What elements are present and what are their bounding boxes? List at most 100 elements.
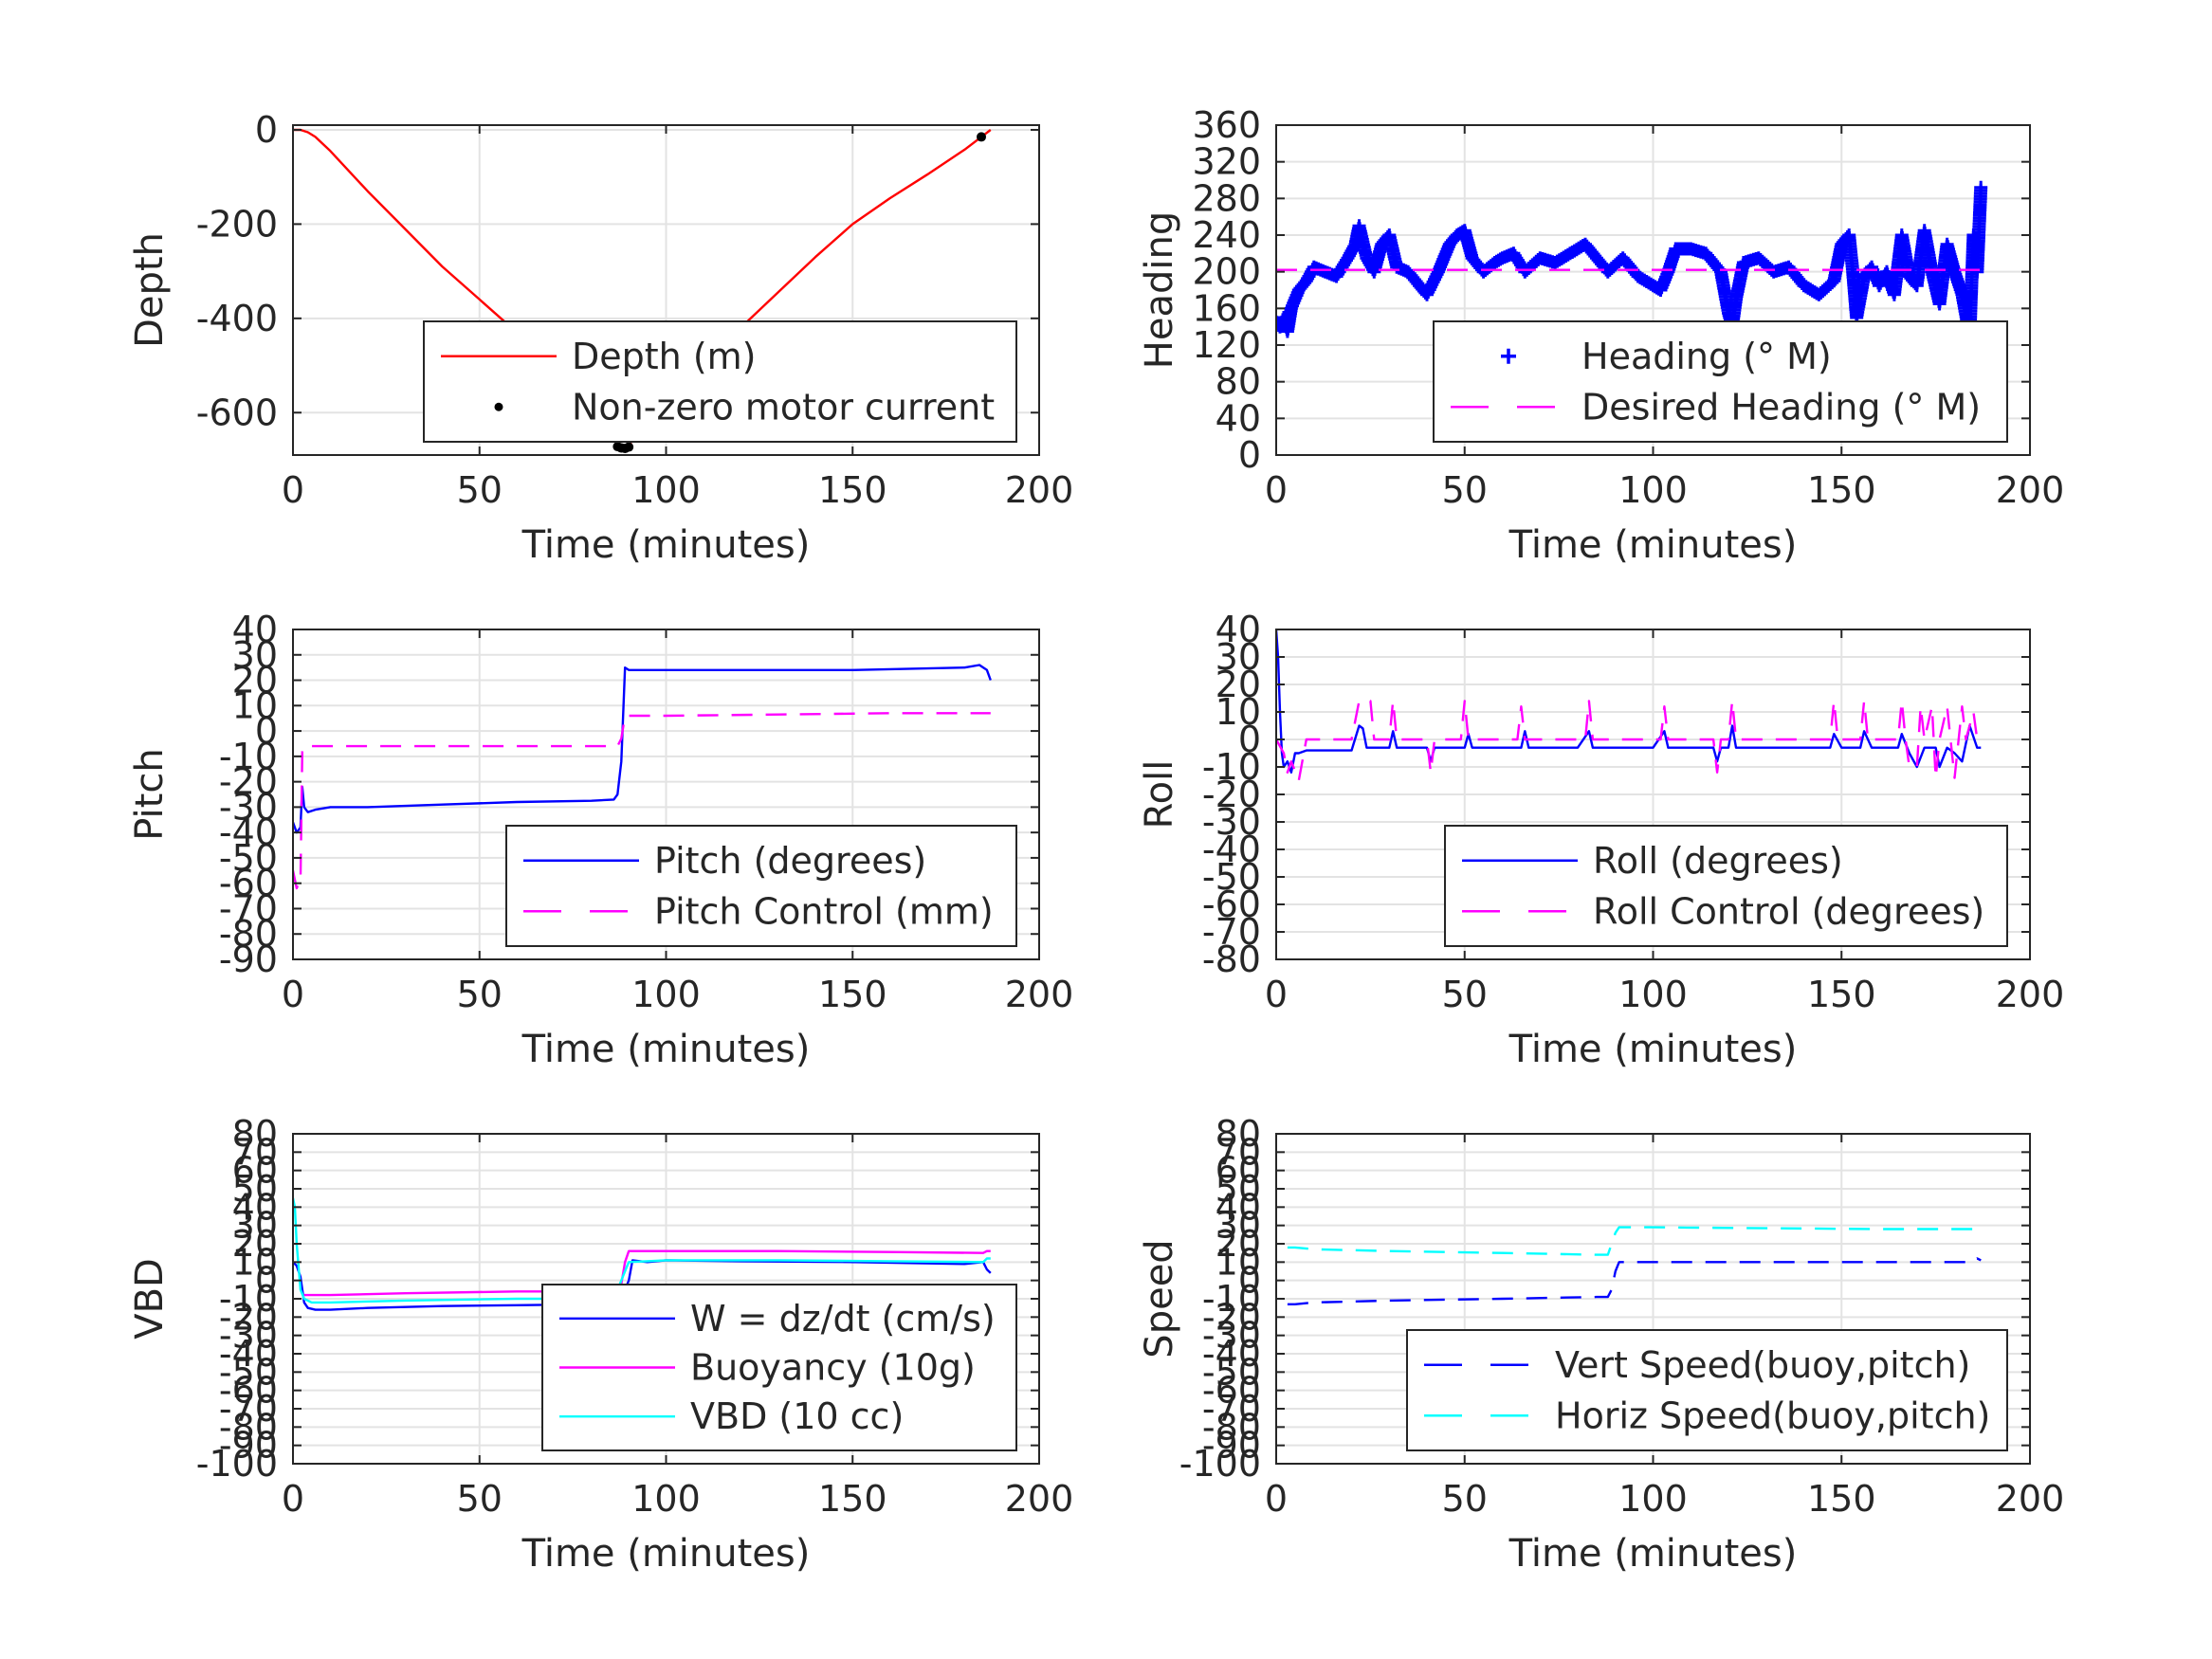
x-tick-label: 150 bbox=[1807, 974, 1876, 1015]
y-tick-label: 40 bbox=[232, 1186, 278, 1228]
y-tick-label: -100 bbox=[196, 1443, 278, 1485]
y-tick-label: -400 bbox=[196, 298, 278, 339]
y-tick-label: 0 bbox=[1238, 434, 1261, 476]
y-tick-label: 360 bbox=[1192, 104, 1261, 146]
y-tick-label: -40 bbox=[1202, 829, 1261, 870]
y-tick-label: -10 bbox=[219, 1278, 278, 1320]
y-tick-label: 50 bbox=[1216, 1168, 1261, 1210]
y-axis-label: Heading bbox=[1138, 211, 1181, 369]
data-point bbox=[1974, 180, 1988, 194]
panel-heading: 0 50 100 150 20004080120160200240280320360Ti… bbox=[1138, 104, 2064, 567]
x-tick-label: 200 bbox=[1005, 974, 1074, 1015]
y-tick-label: 320 bbox=[1192, 141, 1261, 183]
y-axis-label: Depth bbox=[128, 232, 172, 348]
y-tick-label: 50 bbox=[232, 1168, 278, 1210]
legend-box bbox=[505, 825, 1017, 947]
x-tick-label: 100 bbox=[631, 469, 701, 511]
y-tick-label: 120 bbox=[1192, 324, 1261, 366]
y-tick-label: -90 bbox=[219, 939, 278, 980]
x-tick-label: 50 bbox=[457, 469, 503, 511]
y-tick-label: 40 bbox=[232, 609, 278, 650]
x-tick-label: 150 bbox=[818, 1478, 887, 1520]
y-tick-label: -50 bbox=[219, 1351, 278, 1393]
y-tick-label: 40 bbox=[1216, 397, 1261, 439]
legend-box bbox=[1444, 825, 2008, 947]
y-tick-label: -60 bbox=[219, 863, 278, 904]
legend-label: Desired Heading (° M) bbox=[1581, 386, 1981, 428]
y-tick-label: 0 bbox=[255, 710, 278, 752]
y-tick-label: -70 bbox=[219, 1388, 278, 1430]
y-tick-label: -30 bbox=[219, 1315, 278, 1357]
y-tick-label: -80 bbox=[1202, 939, 1261, 980]
x-tick-label: 200 bbox=[1005, 469, 1074, 511]
y-tick-label: 280 bbox=[1192, 177, 1261, 219]
y-tick-label: 30 bbox=[1216, 636, 1261, 678]
x-tick-label: 150 bbox=[1807, 1478, 1876, 1520]
panel-pitch: 0 50 100 150 200403020100-10-20-30-40-50-60-… bbox=[128, 609, 1073, 1071]
y-tick-label: 240 bbox=[1192, 214, 1261, 256]
y-tick-label: -40 bbox=[219, 1333, 278, 1375]
y-tick-label: -100 bbox=[1179, 1443, 1261, 1485]
legend-box bbox=[423, 320, 1017, 443]
x-tick-label: 200 bbox=[1996, 1478, 2065, 1520]
x-tick-label: 0 bbox=[1265, 974, 1288, 1015]
y-tick-label: 10 bbox=[1216, 1241, 1261, 1283]
x-axis-label: Time (minutes) bbox=[521, 1028, 811, 1071]
x-tick-label: 150 bbox=[1807, 469, 1876, 511]
y-tick-label: -10 bbox=[1202, 1278, 1261, 1320]
y-tick-label: 30 bbox=[232, 634, 278, 676]
y-tick-label: -20 bbox=[1202, 774, 1261, 815]
y-tick-label: 20 bbox=[232, 1223, 278, 1265]
y-tick-label: 60 bbox=[1216, 1150, 1261, 1192]
legend-label: Vert Speed(buoy,pitch) bbox=[1555, 1344, 1970, 1386]
y-tick-label: -60 bbox=[219, 1370, 278, 1412]
y-tick-label: 30 bbox=[1216, 1205, 1261, 1247]
legend-label: Roll (degrees) bbox=[1593, 840, 1843, 882]
x-tick-label: 200 bbox=[1996, 974, 2065, 1015]
legend-label: Roll Control (degrees) bbox=[1593, 890, 1984, 932]
y-tick-label: -30 bbox=[219, 786, 278, 828]
panel-vbd: 0 50 100 150 20080706050403020100-10-20-30-4… bbox=[128, 1113, 1073, 1576]
legend-box bbox=[1406, 1329, 2008, 1451]
y-tick-label: -30 bbox=[1202, 801, 1261, 843]
y-tick-label: -30 bbox=[1202, 1315, 1261, 1357]
legend-label: VBD (10 cc) bbox=[690, 1395, 904, 1437]
legend-label: Depth (m) bbox=[572, 336, 757, 377]
legend-label: Buoyancy (10g) bbox=[690, 1347, 976, 1389]
series-line-1 bbox=[1287, 1224, 1982, 1256]
y-tick-label: -50 bbox=[1202, 856, 1261, 898]
y-tick-label: -50 bbox=[219, 837, 278, 879]
y-tick-label: -90 bbox=[1202, 1425, 1261, 1467]
x-tick-label: 0 bbox=[282, 1478, 304, 1520]
x-axis-label: Time (minutes) bbox=[521, 523, 811, 567]
x-tick-label: 50 bbox=[1442, 469, 1488, 511]
x-tick-label: 0 bbox=[1265, 469, 1288, 511]
legend-label: Heading (° M) bbox=[1581, 336, 1832, 377]
y-tick-label: -20 bbox=[219, 761, 278, 803]
y-tick-label: -10 bbox=[219, 736, 278, 777]
panel-roll: 0 50 100 150 200403020100-10-20-30-40-50-60-… bbox=[1138, 609, 2064, 1071]
series-group bbox=[1276, 180, 1988, 343]
legend: Pitch (degrees) Pitch Control (mm) bbox=[505, 825, 1017, 947]
legend: Roll (degrees) Roll Control (degrees) bbox=[1444, 825, 2008, 947]
data-point bbox=[977, 132, 987, 142]
y-tick-label: -80 bbox=[1202, 1406, 1261, 1448]
legend-label: Non-zero motor current bbox=[572, 386, 995, 428]
series-line-1 bbox=[293, 712, 991, 890]
series-line-1 bbox=[303, 1249, 991, 1297]
y-tick-label: 10 bbox=[232, 684, 278, 726]
y-tick-label: -600 bbox=[196, 392, 278, 433]
series-group bbox=[1287, 1224, 1982, 1306]
x-axis-label: Time (minutes) bbox=[1508, 1028, 1798, 1071]
y-axis-label: Pitch bbox=[128, 748, 172, 840]
y-tick-label: 40 bbox=[1216, 1186, 1261, 1228]
legend-label: Horiz Speed(buoy,pitch) bbox=[1555, 1395, 1990, 1436]
y-tick-label: -20 bbox=[1202, 1296, 1261, 1338]
panel-speed: 0 50 100 150 20080706050403020100-10-20-30-4… bbox=[1138, 1113, 2064, 1576]
x-tick-label: 100 bbox=[631, 974, 701, 1015]
y-tick-label: 20 bbox=[1216, 1223, 1261, 1265]
legend: Heading (° M) Desired Heading (° M) bbox=[1433, 320, 2008, 443]
y-tick-label: 0 bbox=[255, 1260, 278, 1302]
legend-label: Pitch (degrees) bbox=[654, 840, 926, 882]
